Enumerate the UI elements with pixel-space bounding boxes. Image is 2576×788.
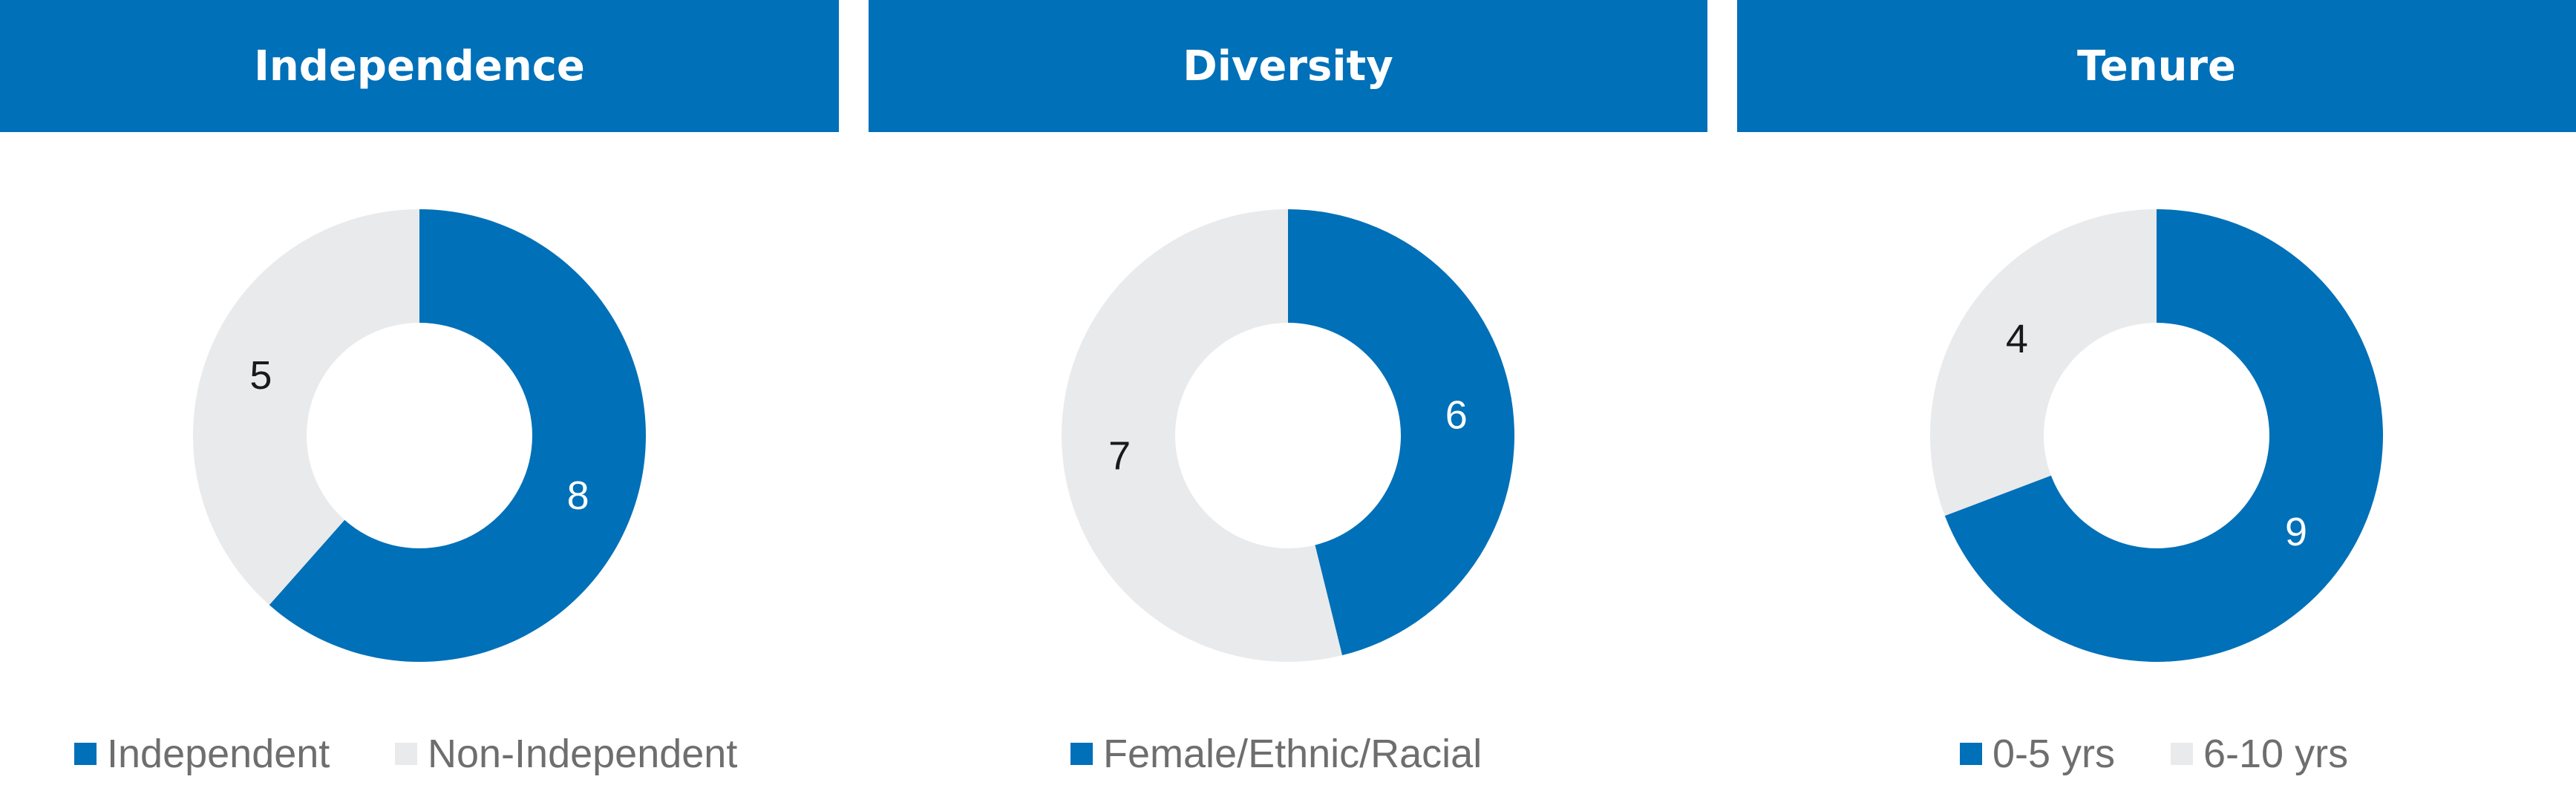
legend-swatch-6-10-yrs [2171, 743, 2193, 765]
legend-label-6-10-yrs: 6-10 yrs [2203, 732, 2349, 776]
legend-item-0-5-yrs: 0-5 yrs [1960, 731, 2115, 777]
tenure-title: Tenure [2076, 42, 2237, 91]
legend-label-non-independent: Non-Independent [428, 732, 738, 776]
independence-slice-independent [269, 209, 646, 662]
tenure-data-label-0-5-yrs: 9 [2285, 510, 2307, 554]
legend-swatch-female-ethnic-racial [1070, 743, 1093, 765]
legend-swatch-non-independent [395, 743, 417, 765]
tenure-legend: 0-5 yrs 6-10 yrs [1737, 731, 2576, 783]
legend-item-6-10-yrs: 6-10 yrs [2171, 731, 2348, 777]
independence-data-label-non-independent: 5 [249, 353, 272, 398]
tenure-data-label-6-10-yrs: 4 [2006, 317, 2028, 361]
tenure-slice-6-10-yrs [1930, 209, 2157, 516]
legend-item-non-independent: Non-Independent [395, 731, 737, 777]
tenure-donut-chart: 94 [1930, 209, 2383, 662]
independence-donut-chart: 85 [192, 209, 646, 662]
independence-title: Independence [254, 42, 585, 91]
diversity-header: Diversity [869, 0, 1707, 132]
diversity-slice-female-ethnic-racial [1288, 209, 1515, 656]
independence-data-label-independent: 8 [567, 473, 589, 518]
legend-swatch-independent [74, 743, 97, 765]
diversity-data-label-female-ethnic-racial: 6 [1445, 393, 1468, 437]
diversity-title: Diversity [1183, 42, 1393, 91]
legend-swatch-0-5-yrs [1960, 743, 1982, 765]
legend-label-female-ethnic-racial: Female/Ethnic/Racial [1103, 732, 1482, 776]
diversity-donut-chart: 67 [1062, 209, 1515, 662]
legend-item-independent: Independent [74, 731, 330, 777]
tenure-header: Tenure [1737, 0, 2576, 132]
diversity-slice-segment-2 [1062, 209, 1342, 662]
independence-slice-non-independent [192, 209, 419, 605]
tenure-slice-0-5-yrs [1944, 209, 2383, 662]
legend-label-independent: Independent [107, 732, 330, 776]
diversity-legend: Female/Ethnic/Racial [869, 731, 1707, 783]
independence-header: Independence [0, 0, 839, 132]
legend-label-0-5-yrs: 0-5 yrs [1993, 732, 2116, 776]
legend-item-female-ethnic-racial: Female/Ethnic/Racial [1070, 731, 1482, 777]
independence-legend: Independent Non-Independent [0, 731, 839, 783]
diversity-data-label-segment-2: 7 [1108, 434, 1131, 479]
